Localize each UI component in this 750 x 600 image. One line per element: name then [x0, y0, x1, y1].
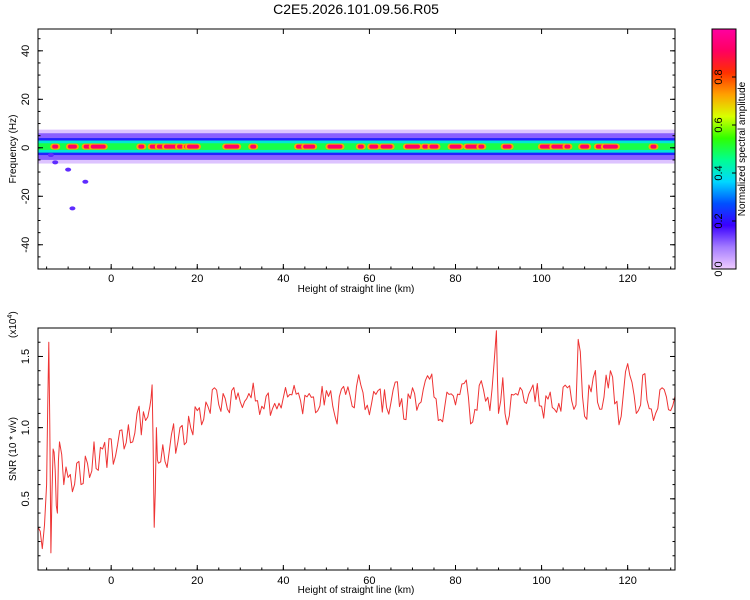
- snr-y-tick-label: 1.5: [20, 349, 32, 364]
- colorbar: 0.0 0.2 0.4 0.6 0.8 Normalized spectral ampl…: [711, 28, 748, 277]
- spectrogram-peak: [224, 144, 240, 149]
- spectrogram-scatter-point: [82, 179, 89, 184]
- snr-x-tick-label: 60: [363, 575, 375, 587]
- spectrogram-x-tick-label: 20: [191, 273, 203, 285]
- snr-frame: [37, 327, 676, 571]
- colorbar-tick-label: 0.6: [713, 117, 725, 132]
- spectrogram-peak: [380, 144, 393, 149]
- spectrogram-frame: [37, 28, 676, 270]
- spectrogram-x-tick-label: 80: [449, 273, 461, 285]
- snr-y-tick-label: 0.5: [20, 491, 32, 506]
- snr-x-tick-label: 120: [618, 575, 636, 587]
- spectrogram-peak: [602, 144, 618, 149]
- spectrogram-peak: [369, 144, 379, 149]
- snr-y-multiplier-exponent: 4: [7, 315, 14, 319]
- spectrogram-panel: 0 20 40 60 80 100 120 -40 -20 0 20 40 Height of st…: [8, 28, 676, 295]
- snr-y-label: SNR (10 * v/v): [8, 417, 19, 481]
- spectrogram-peak: [67, 144, 77, 149]
- chart-title: C2E5.2026.101.09.56.R05: [273, 1, 439, 17]
- spectrogram-peak: [422, 144, 429, 149]
- colorbar-tick-label: 0.4: [713, 165, 725, 180]
- snr-y-multiplier-close: ): [8, 311, 19, 314]
- spectrogram-peak: [580, 144, 590, 149]
- spectrogram-scatter-point: [47, 153, 54, 158]
- snr-x-tick-label: 40: [277, 575, 289, 587]
- spectrogram-peak: [303, 144, 316, 149]
- spectrogram-marks: [38, 129, 675, 211]
- spectrogram-peak: [449, 144, 462, 149]
- spectrogram-peak: [357, 144, 364, 149]
- snr-x-label: Height of straight line (km): [298, 585, 415, 596]
- spectrogram-peak: [429, 144, 439, 149]
- snr-y-multiplier: (x104): [7, 311, 19, 338]
- spectrogram-x-axis: 0 20 40 60 80 100 120: [46, 29, 672, 285]
- spectrogram-peak: [650, 144, 657, 149]
- spectrogram-y-tick-label: 20: [20, 93, 32, 105]
- spectrogram-x-tick-label: 100: [532, 273, 550, 285]
- spectrogram-y-label: Frequency (Hz): [8, 115, 19, 184]
- spectrogram-peak: [52, 144, 59, 149]
- spectrogram-x-label: Height of straight line (km): [298, 284, 415, 295]
- spectrogram-y-tick-label: -20: [20, 188, 32, 204]
- snr-y-tick-label: 1.0: [20, 420, 32, 435]
- spectrogram-peak: [90, 144, 106, 149]
- spectrogram-x-tick-label: 40: [277, 273, 289, 285]
- spectrogram-scatter-point: [69, 206, 76, 211]
- spectrogram-peak: [539, 144, 552, 149]
- colorbar-ticks: 0.0 0.2 0.4 0.6 0.8: [713, 69, 736, 277]
- spectrogram-y-tick-label: -40: [20, 237, 32, 253]
- spectrogram-peak: [465, 144, 481, 149]
- spectrogram-scatter-point: [65, 167, 72, 172]
- spectrogram-peak: [478, 144, 485, 149]
- spectrogram-scatter-point: [52, 160, 59, 165]
- snr-y-axis: 0.5 1.0 1.5: [20, 327, 675, 557]
- snr-plot-area: [38, 328, 675, 570]
- colorbar-tick-label: 0.2: [713, 213, 725, 228]
- snr-panel: 0 20 40 60 80 100 120 0.5 1.0 1.5 Height of stra…: [7, 311, 676, 596]
- snr-x-tick-label: 0: [108, 575, 114, 587]
- snr-marks: [38, 330, 675, 554]
- colorbar-label: Normalized spectral amplitude: [737, 81, 748, 216]
- snr-x-tick-label: 100: [532, 575, 550, 587]
- spectrogram-x-tick-label: 0: [108, 273, 114, 285]
- spectrogram-peak: [564, 144, 571, 149]
- snr-x-tick-label: 80: [449, 575, 461, 587]
- spectrogram-peak: [163, 144, 179, 149]
- spectrogram-y-tick-label: 40: [20, 45, 32, 57]
- spectrogram-y-axis: -40 -20 0 20 40: [20, 38, 675, 258]
- snr-y-multiplier-base: (x10: [8, 318, 19, 338]
- spectrogram-x-tick-label: 60: [363, 273, 375, 285]
- spectrogram-peak: [327, 144, 343, 149]
- spectrogram-y-tick-label: 0: [20, 145, 32, 151]
- snr-series-line: [38, 330, 675, 554]
- colorbar-tick-label: 0.0: [713, 261, 725, 276]
- spectrogram-peak: [138, 144, 145, 149]
- spectrogram-peak: [404, 144, 420, 149]
- snr-x-axis: 0 20 40 60 80 100 120: [46, 328, 672, 587]
- colorbar-frame: [711, 28, 737, 270]
- spectrogram-x-tick-label: 120: [618, 273, 636, 285]
- spectrogram-peak: [551, 144, 567, 149]
- colorbar-gradient: [712, 29, 736, 269]
- spectrogram-peak: [186, 144, 199, 149]
- spectrogram-peak: [250, 144, 257, 149]
- snr-x-tick-label: 20: [191, 575, 203, 587]
- spectrogram-peak: [177, 144, 184, 149]
- spectrogram-peak: [502, 144, 512, 149]
- colorbar-tick-label: 0.8: [713, 69, 725, 84]
